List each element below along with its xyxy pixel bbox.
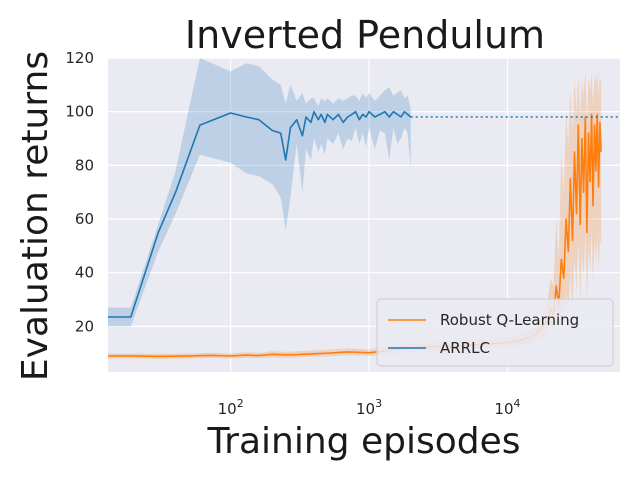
- y-tick-labels: 20 40 60 80 100 120: [65, 49, 94, 335]
- y-tick-label: 40: [75, 264, 94, 282]
- band-arrlc: [108, 58, 411, 327]
- y-tick-label: 60: [75, 210, 94, 228]
- legend-label: Robust Q-Learning: [440, 311, 579, 329]
- x-tick-labels: 102 103 104: [218, 397, 521, 418]
- x-tick-label: 103: [356, 397, 382, 418]
- chart-title: Inverted Pendulum: [185, 13, 545, 57]
- y-tick-label: 20: [75, 317, 94, 335]
- line-arrlc: [108, 110, 412, 318]
- confidence-bands: [108, 58, 602, 360]
- legend-box: [376, 298, 614, 367]
- y-tick-label: 80: [75, 156, 94, 174]
- y-tick-label: 100: [65, 103, 94, 121]
- y-tick-label: 120: [65, 49, 94, 67]
- grid: [108, 57, 620, 372]
- x-tick-label: 102: [218, 397, 244, 418]
- x-tick-label: 104: [494, 397, 520, 418]
- y-axis-label: Evaluation returns: [15, 51, 56, 381]
- legend: Robust Q-Learning ARRLC: [376, 298, 614, 367]
- legend-label: ARRLC: [440, 339, 490, 357]
- x-axis-label: Training episodes: [206, 421, 520, 462]
